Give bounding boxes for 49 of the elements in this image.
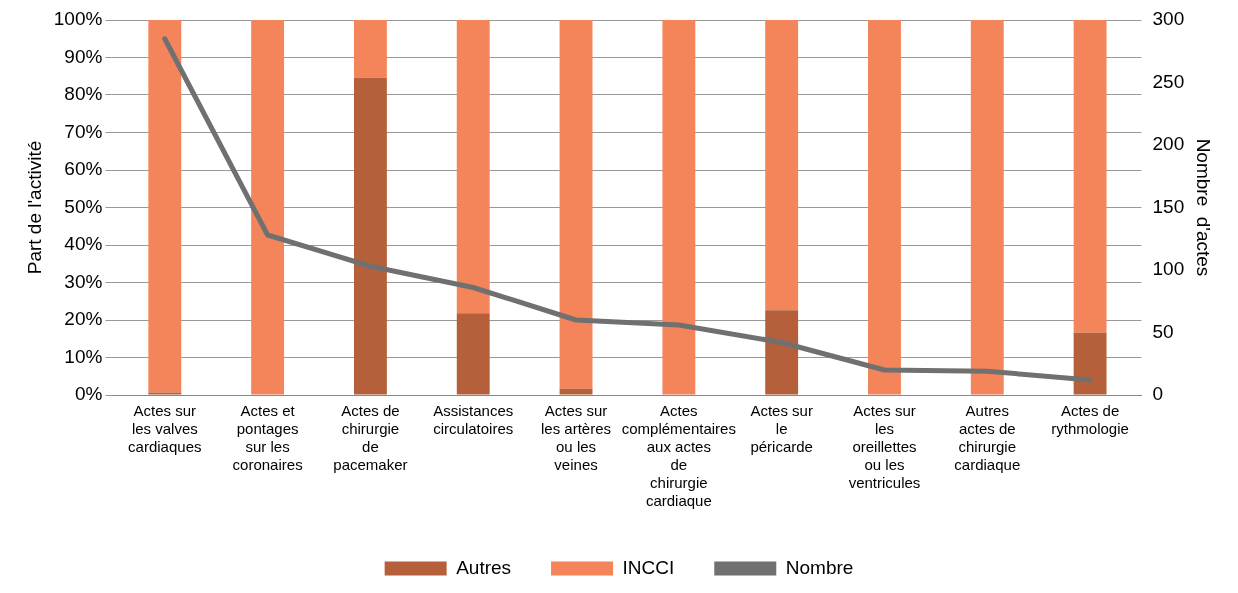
y2-tick-label: 300 <box>1152 8 1185 30</box>
bar <box>148 20 182 393</box>
y-tick-label: 50% <box>64 195 103 217</box>
bar <box>1073 20 1107 333</box>
x-tick-label: Assistances circulatoires <box>433 402 514 438</box>
x-tick-label: Actes sur les artères ou les veines <box>541 402 612 474</box>
bar <box>353 20 387 78</box>
y-tick-label: 90% <box>64 45 103 67</box>
y-axis-title: Part de l'activité <box>23 140 45 275</box>
y2-tick-label: 150 <box>1152 195 1185 217</box>
y2-tick-label: 250 <box>1152 70 1185 92</box>
bar <box>868 20 901 395</box>
y-tick-label: 20% <box>64 308 103 330</box>
y2-tick-label: 0 <box>1152 383 1164 405</box>
x-tick-label: Actes sur les oreillettes ou les ventricules <box>848 402 921 492</box>
y-tick-label: 10% <box>64 345 103 367</box>
bar <box>765 310 799 395</box>
legend-label: INCCI <box>622 556 675 578</box>
bar <box>456 20 490 314</box>
bar <box>251 20 285 395</box>
y-tick-label: 70% <box>64 120 103 142</box>
bar <box>353 77 387 395</box>
x-tick-label: Actes de chirurgie de pacemaker <box>333 402 408 474</box>
y-tick-label: 30% <box>64 270 103 292</box>
y2-tick-label: 200 <box>1152 133 1185 155</box>
x-tick-label: Actes et pontages sur les coronaires <box>232 402 303 474</box>
y-tick-label: 60% <box>64 158 103 180</box>
legend-label: Autres <box>456 556 512 578</box>
bar <box>662 20 696 395</box>
x-tick-label: Actes sur le péricarde <box>750 402 813 456</box>
x-tick-label: Actes complémentaires aux actes de chirurgie cardiaque <box>621 402 736 510</box>
y2-tick-label: 50 <box>1152 320 1174 342</box>
bar <box>559 388 593 395</box>
bar <box>970 20 1004 395</box>
bar <box>1073 332 1107 395</box>
y-tick-label: 0% <box>74 383 103 405</box>
y-tick-label: 40% <box>64 233 103 255</box>
bar <box>765 20 799 311</box>
x-tick-label: Actes de rythmologie <box>1051 402 1129 438</box>
bar <box>148 392 182 395</box>
y-tick-label: 80% <box>64 83 103 105</box>
y-tick-label: 100% <box>53 8 103 30</box>
y2-axis-title: Nombre d'actes <box>1193 138 1215 277</box>
legend-label: Nombre <box>785 556 854 578</box>
bar <box>456 313 490 395</box>
bar <box>559 20 593 389</box>
x-tick-label: Autres actes de chirurgie cardiaque <box>954 402 1021 474</box>
x-tick-label: Actes sur les valves cardiaques <box>128 402 202 456</box>
y2-tick-label: 100 <box>1152 258 1185 280</box>
